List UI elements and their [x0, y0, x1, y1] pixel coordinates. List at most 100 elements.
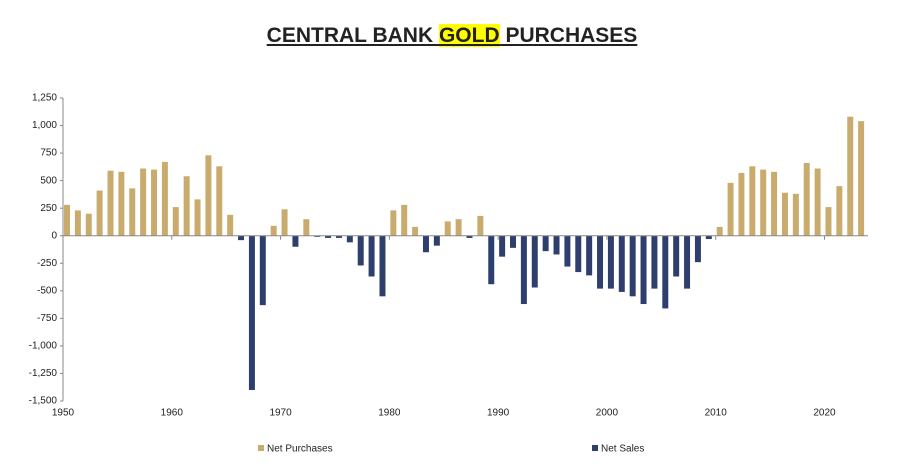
y-tick-label: 500	[40, 175, 57, 186]
bar	[542, 235, 549, 252]
bar	[651, 235, 658, 289]
y-tick-label: 250	[40, 203, 57, 214]
title-highlight: GOLD	[438, 24, 500, 47]
bar	[597, 235, 604, 289]
y-tick-label: 1,000	[32, 120, 57, 131]
bar	[422, 235, 429, 253]
bar	[803, 163, 810, 236]
bar	[520, 235, 527, 305]
legend-swatch	[592, 445, 598, 451]
y-tick-label: -1,000	[29, 341, 58, 352]
x-tick-label: 1970	[269, 408, 292, 419]
bar	[161, 161, 168, 236]
y-tick-label: 750	[40, 148, 57, 159]
bar	[248, 235, 255, 390]
legend-swatch	[258, 445, 264, 451]
x-tick-label: 1950	[52, 408, 75, 419]
bar	[444, 221, 451, 236]
y-tick-label: -1,250	[29, 368, 58, 379]
bar	[74, 210, 81, 236]
bar	[433, 235, 440, 246]
bar	[129, 188, 136, 236]
bar	[586, 235, 593, 276]
bar	[466, 235, 473, 238]
bar	[390, 210, 397, 236]
bar	[684, 235, 691, 289]
bar	[96, 190, 103, 236]
bar	[564, 235, 571, 267]
bar	[694, 235, 701, 263]
bar	[499, 235, 506, 257]
bar	[412, 226, 419, 236]
x-tick-label: 1990	[487, 408, 510, 419]
bar	[825, 207, 832, 236]
bar	[205, 155, 212, 236]
bar	[629, 235, 636, 297]
bar	[640, 235, 647, 305]
bar	[488, 235, 495, 285]
bar	[814, 168, 821, 236]
bar	[140, 168, 147, 236]
bar	[792, 193, 799, 236]
y-tick-label: -750	[37, 313, 57, 324]
bar	[270, 225, 277, 236]
bar	[346, 235, 353, 243]
bar	[575, 235, 582, 273]
bar	[325, 235, 332, 238]
chart-title: CENTRAL BANK GOLD PURCHASES	[266, 24, 638, 47]
bar	[531, 235, 538, 288]
bar	[618, 235, 625, 292]
bar	[673, 235, 680, 277]
bar	[107, 170, 114, 236]
bar	[368, 235, 375, 277]
x-tick-label: 2020	[813, 408, 836, 419]
bar	[607, 235, 614, 289]
bar	[183, 176, 190, 236]
bar	[847, 116, 854, 236]
legend-label: Net Sales	[601, 444, 644, 455]
bar	[292, 235, 299, 247]
legend-label: Net Purchases	[267, 444, 333, 455]
bar	[553, 235, 560, 255]
bar	[662, 235, 669, 309]
bar	[477, 215, 484, 236]
bar	[216, 166, 223, 236]
bar	[227, 214, 234, 236]
bar	[357, 235, 364, 266]
bar	[455, 219, 462, 236]
bar	[118, 171, 125, 236]
y-tick-label: -1,500	[29, 396, 58, 407]
y-tick-label: 0	[51, 230, 57, 241]
bar	[281, 209, 288, 236]
bar	[335, 235, 342, 238]
x-tick-label: 1960	[161, 408, 184, 419]
y-tick-label: 1,250	[32, 93, 57, 104]
bar	[836, 186, 843, 236]
bar	[303, 219, 310, 236]
bar	[238, 235, 245, 241]
x-tick-label: 1980	[378, 408, 401, 419]
bar	[705, 235, 712, 240]
bar	[379, 235, 386, 297]
y-tick-label: -250	[37, 258, 57, 269]
x-tick-label: 2010	[705, 408, 728, 419]
bar	[401, 204, 408, 236]
bar	[858, 121, 865, 236]
bar	[738, 172, 745, 236]
bar	[314, 235, 321, 237]
bar	[85, 213, 92, 236]
bar	[64, 204, 70, 236]
bar	[510, 235, 516, 248]
x-tick-label: 2000	[596, 408, 619, 419]
bar	[771, 171, 778, 236]
bar	[172, 207, 179, 236]
bar	[760, 169, 767, 236]
bar	[727, 182, 734, 236]
bar	[151, 169, 158, 236]
bar	[781, 192, 788, 236]
bar	[259, 235, 266, 306]
y-tick-label: -500	[37, 285, 57, 296]
bar	[194, 199, 201, 236]
